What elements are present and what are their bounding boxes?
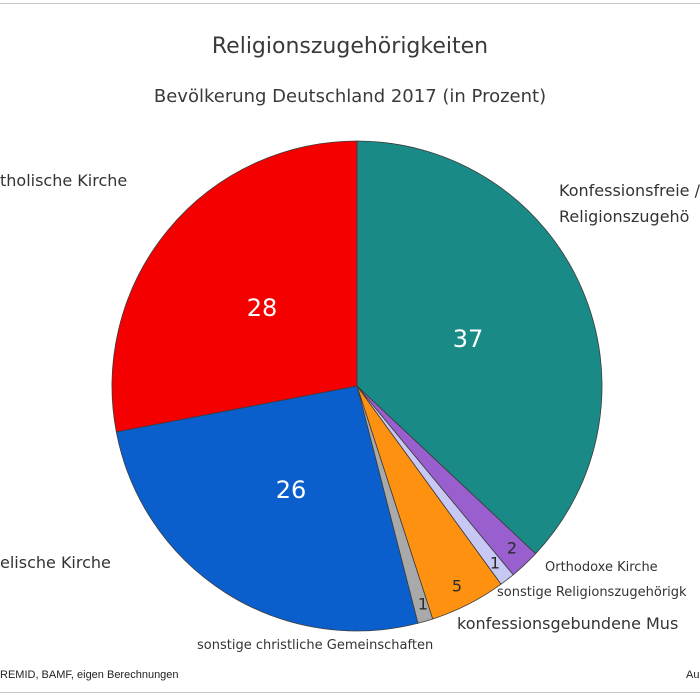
source-note: REMID, BAMF, eigen Berechnungen [0, 669, 179, 681]
pie-slice-0 [356, 140, 603, 555]
slice-value-label-0: 37 [453, 325, 484, 353]
slice-value-label-3: 5 [452, 577, 462, 596]
frame-bottom-border [0, 692, 700, 693]
slice-category-label-6: tholische Kirche [0, 171, 127, 190]
frame-top-border [0, 3, 700, 4]
slice-category-label-3: konfessionsgebundene Mus [457, 614, 678, 633]
slice-category-label-5: elische Kirche [0, 553, 111, 572]
pie-slice-5 [115, 385, 419, 632]
slice-value-label-4: 1 [418, 595, 428, 614]
slice-category-label-4: sonstige christliche Gemeinschaften [197, 638, 433, 653]
author-note: Au [686, 669, 700, 681]
slice-value-label-6: 28 [247, 294, 278, 322]
slice-value-label-1: 2 [507, 539, 517, 558]
slice-category-label-1: Orthodoxe Kirche [545, 560, 658, 575]
pie-slice-6 [111, 140, 358, 433]
slice-value-label-5: 26 [276, 476, 307, 504]
slice-value-label-2: 1 [490, 554, 500, 573]
slice-category-label-2: sonstige Religionszugehörigk [497, 585, 687, 600]
slice-category-label-0: Konfessionsfreie / Religionszugehö [559, 181, 700, 226]
chart-subtitle: Bevölkerung Deutschland 2017 (in Prozent… [153, 86, 547, 107]
chart-title: Religionszugehörigkeiten [211, 34, 489, 59]
